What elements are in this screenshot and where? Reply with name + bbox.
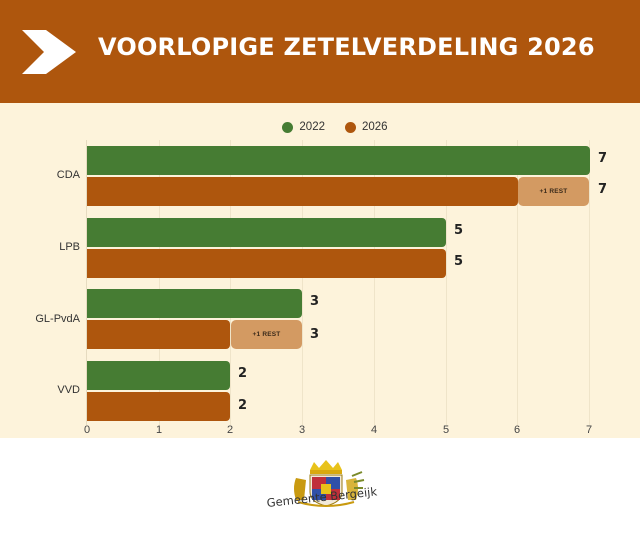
gridline <box>230 140 231 425</box>
legend-dot-icon <box>282 121 294 133</box>
bar-cda-2022 <box>87 146 590 175</box>
legend-label: 2022 <box>299 121 325 133</box>
x-tick: 6 <box>513 424 521 436</box>
gridline <box>374 140 375 425</box>
header-banner: VOORLOPIGE ZETELVERDELING 2026 <box>0 0 640 103</box>
chevron-right-icon <box>22 30 76 74</box>
rest-seat-annotation: +1 REST <box>518 177 589 206</box>
x-tick: 1 <box>155 424 163 436</box>
rest-seat-annotation: +1 REST <box>231 320 302 349</box>
gridline <box>589 140 590 425</box>
x-tick: 2 <box>226 424 234 436</box>
chart-legend: 2022 2026 <box>0 119 640 135</box>
y-axis-line <box>86 140 87 425</box>
bar-glpvda-2026 <box>87 320 230 349</box>
legend-item-2022: 2022 <box>282 119 325 135</box>
value-label: 7 <box>598 182 608 197</box>
bar-cda-2026 <box>87 177 518 206</box>
bar-vvd-2022 <box>87 361 230 390</box>
x-tick: 0 <box>83 424 91 436</box>
value-label: 2 <box>238 366 248 381</box>
x-tick: 5 <box>442 424 450 436</box>
gridline <box>517 140 518 425</box>
bar-glpvda-2022 <box>87 289 302 318</box>
value-label: 5 <box>454 254 464 269</box>
value-label: 2 <box>238 398 248 413</box>
category-label: VVD <box>57 384 80 396</box>
value-label: 3 <box>310 327 320 342</box>
value-label: 5 <box>454 223 464 238</box>
legend-dot-icon <box>345 121 356 133</box>
legend-label: 2026 <box>362 121 388 133</box>
category-label: GL-PvdA <box>35 313 80 325</box>
bar-lpb-2022 <box>87 218 446 247</box>
category-label: CDA <box>56 169 80 181</box>
gridline <box>446 140 447 425</box>
value-label: 3 <box>310 294 320 309</box>
bar-vvd-2026 <box>87 392 230 421</box>
x-tick: 7 <box>585 424 593 436</box>
category-label: LPB <box>59 241 80 253</box>
page-title: VOORLOPIGE ZETELVERDELING 2026 <box>98 33 595 61</box>
value-label: 7 <box>598 151 608 166</box>
x-tick: 4 <box>370 424 378 436</box>
coat-of-arms-icon <box>294 460 365 507</box>
bar-lpb-2026 <box>87 249 446 278</box>
x-tick: 3 <box>298 424 306 436</box>
gridline <box>159 140 160 425</box>
gridline <box>302 140 303 425</box>
legend-item-2026: 2026 <box>345 119 388 135</box>
